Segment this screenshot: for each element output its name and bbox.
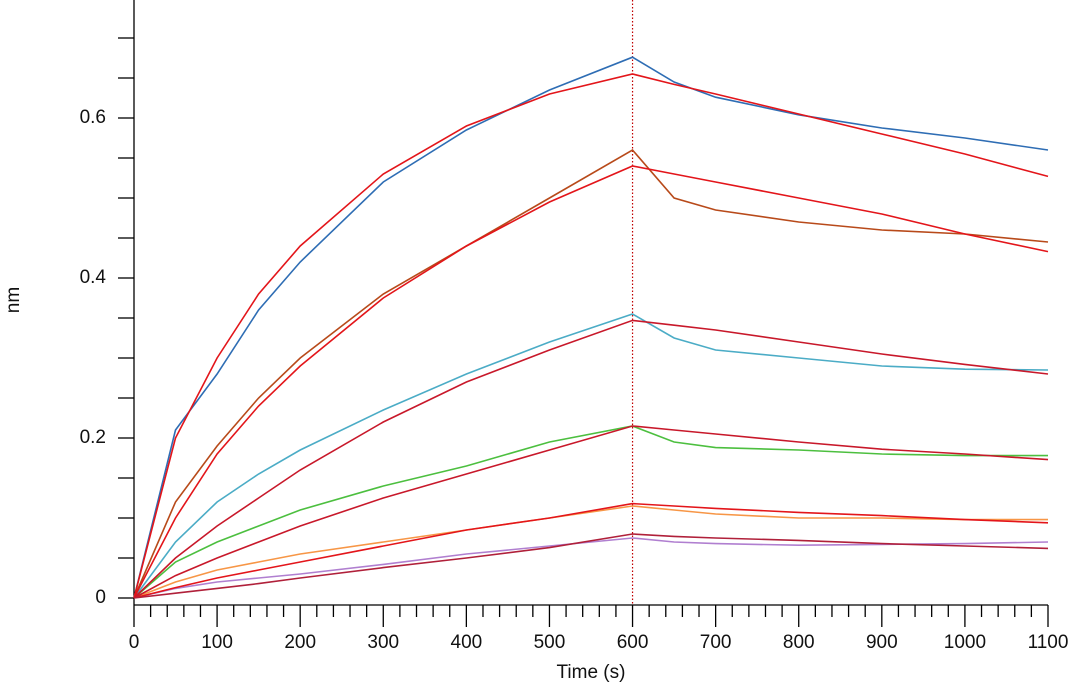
x-tick-label: 1000 <box>944 632 986 653</box>
x-tick-label: 900 <box>866 632 898 653</box>
y-tick-label: 0.4 <box>80 267 107 288</box>
x-tick-label: 100 <box>201 632 233 653</box>
series-line <box>133 73 1049 599</box>
y-tick-label: 0.2 <box>80 427 106 448</box>
series-line <box>133 505 1048 599</box>
y-tick-label: 0 <box>95 587 106 608</box>
x-tick-label: 700 <box>700 632 732 653</box>
x-tick-label: 800 <box>783 632 815 653</box>
series-line <box>133 425 1049 599</box>
series-line <box>133 148 1049 599</box>
x-tick-label: 200 <box>284 632 316 653</box>
series-line <box>133 165 1049 599</box>
y-axis-label: nm <box>3 287 24 313</box>
x-tick-label: 600 <box>617 632 649 653</box>
series-line <box>133 537 1049 599</box>
x-tick-label: 300 <box>367 632 399 653</box>
series-line <box>133 502 1049 599</box>
series-line <box>133 533 1049 599</box>
series-line <box>133 56 1049 599</box>
y-tick-label: 0.6 <box>80 107 106 128</box>
x-tick-label: 0 <box>129 632 140 653</box>
series-line <box>133 313 1049 599</box>
x-axis-label: Time (s) <box>557 662 626 683</box>
x-tick-label: 400 <box>451 632 483 653</box>
x-tick-label: 500 <box>534 632 566 653</box>
x-tick-label: 1100 <box>1028 632 1069 653</box>
series-line <box>133 319 1049 599</box>
series-line <box>133 425 1048 599</box>
